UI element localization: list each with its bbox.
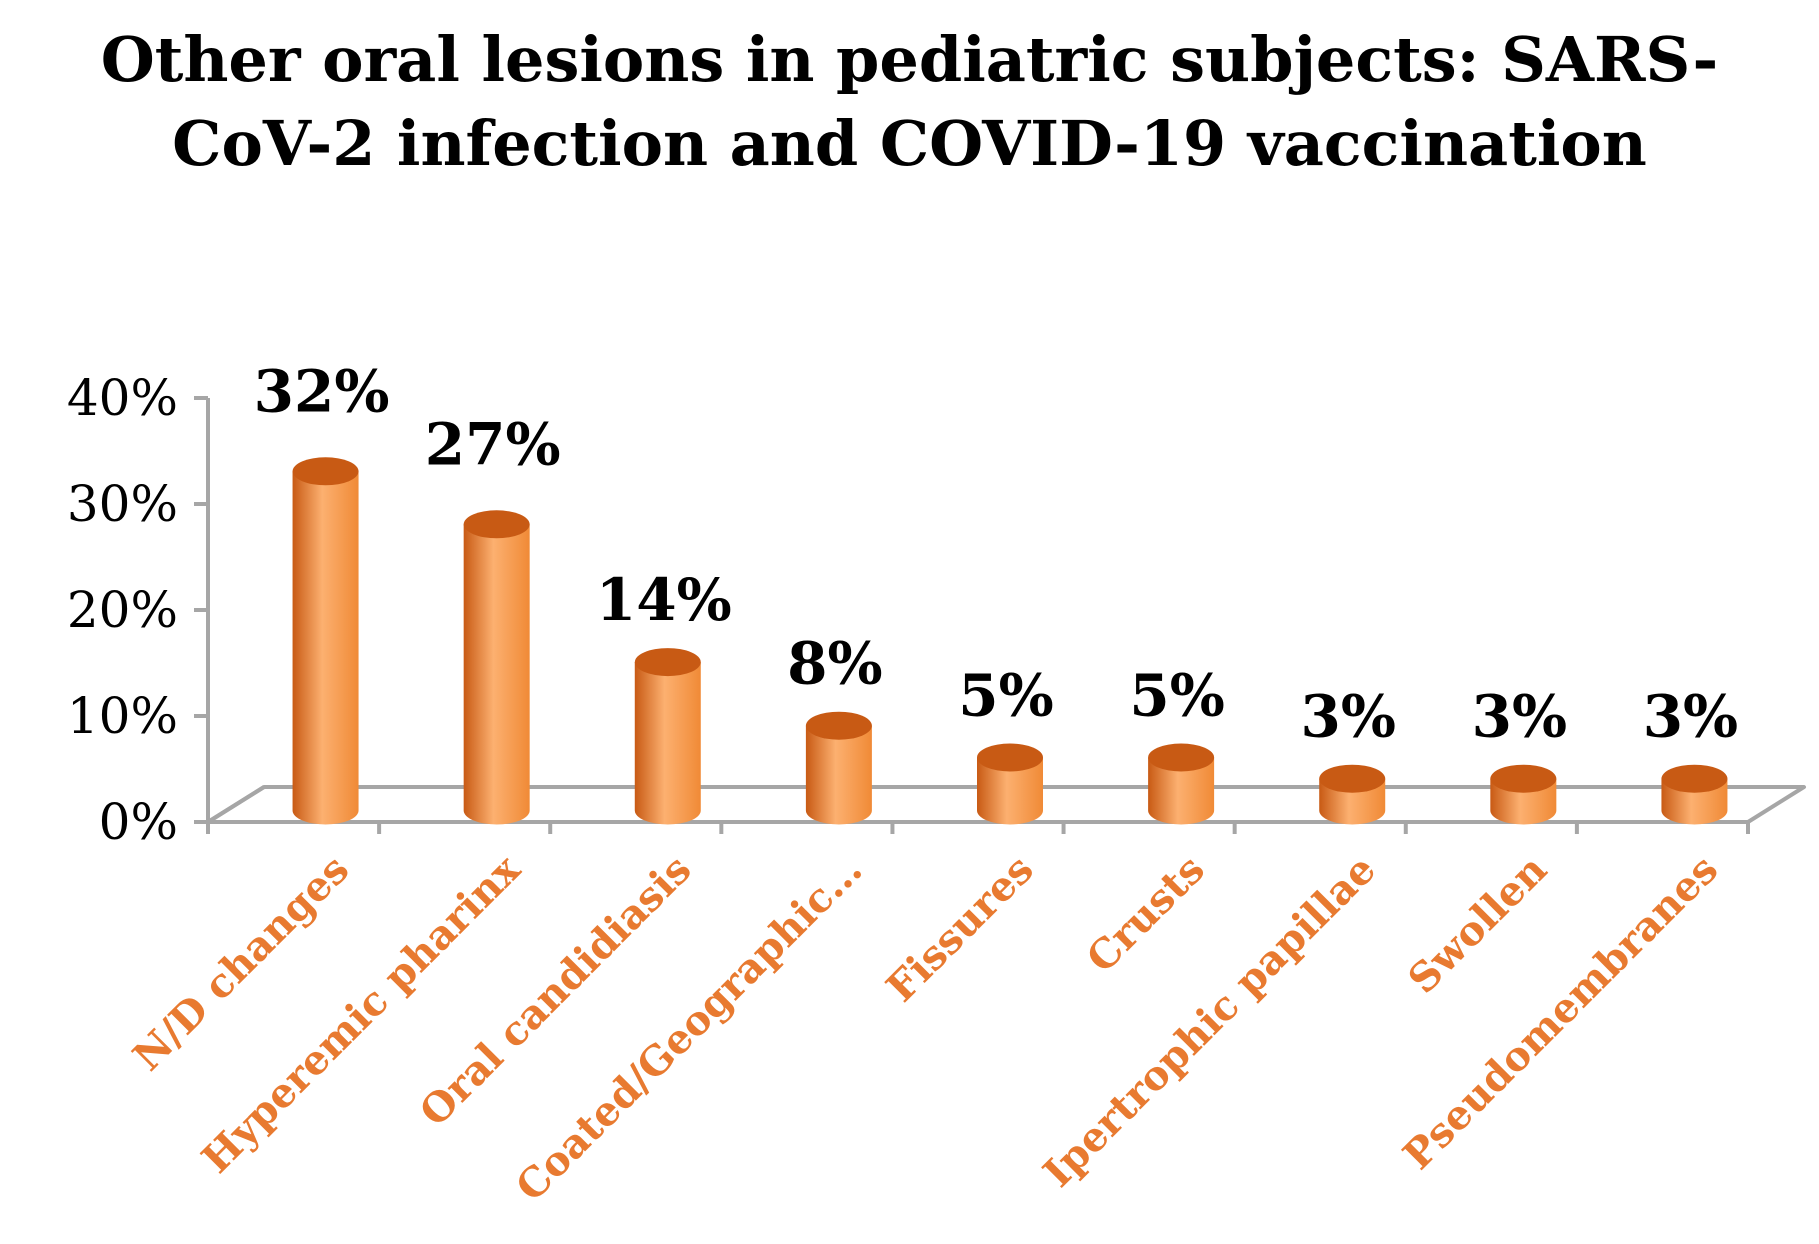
category-label: Crusts [1078,846,1214,982]
bar-body [292,471,359,825]
chart-title-line-1: Other oral lesions in pediatric subjects… [100,23,1719,96]
bar [292,457,359,825]
category-label: Ipertrophic papillae [1034,846,1385,1197]
bar-top [1148,743,1215,772]
y-tick-label: 20% [67,581,178,639]
data-label: 8% [787,630,882,698]
y-tick-label: 10% [67,687,178,745]
bar-top [463,510,530,539]
bar-body [634,662,701,825]
bar-body [805,725,872,825]
category-label: Swollen [1399,846,1556,1003]
chart-title: Other oral lesions in pediatric subjects… [0,18,1819,186]
category-label: Fissures [877,846,1042,1011]
bar-body [977,757,1043,825]
bar-top [1490,764,1557,793]
chart-title-line-2: CoV-2 infection and COVID-19 vaccination [172,107,1647,180]
bar-top [1661,764,1728,793]
bar-top [977,743,1043,772]
bar [1661,764,1728,825]
bar [977,743,1043,825]
y-tick-label: 30% [67,475,178,533]
bar-body [1148,757,1215,825]
data-label: 3% [1300,683,1395,751]
bar [1490,764,1557,825]
data-label: 14% [596,566,732,634]
bar-top [1319,764,1386,793]
bar-body [463,524,530,825]
y-tick-label: 0% [99,793,178,851]
bar-top [634,648,701,677]
bar [805,711,872,825]
floor-depth-edge [206,785,266,824]
category-label: Coated/Geographic… [507,846,872,1211]
data-label: 3% [1472,683,1567,751]
bar [1319,764,1386,825]
bars [292,457,1728,825]
data-label: 5% [1129,662,1224,730]
y-tick-label: 40% [67,369,178,427]
bar [1148,743,1215,825]
bar [634,648,701,825]
category-label: Pseudomembranes [1394,846,1727,1179]
data-label: 27% [425,410,561,478]
bar [463,510,530,825]
bar-top [292,457,359,486]
category-label: Hyperemic pharinx [193,845,530,1182]
data-label: 3% [1643,683,1738,751]
data-label: 32% [254,357,390,425]
data-label: 5% [958,662,1053,730]
bar-top [805,711,872,740]
